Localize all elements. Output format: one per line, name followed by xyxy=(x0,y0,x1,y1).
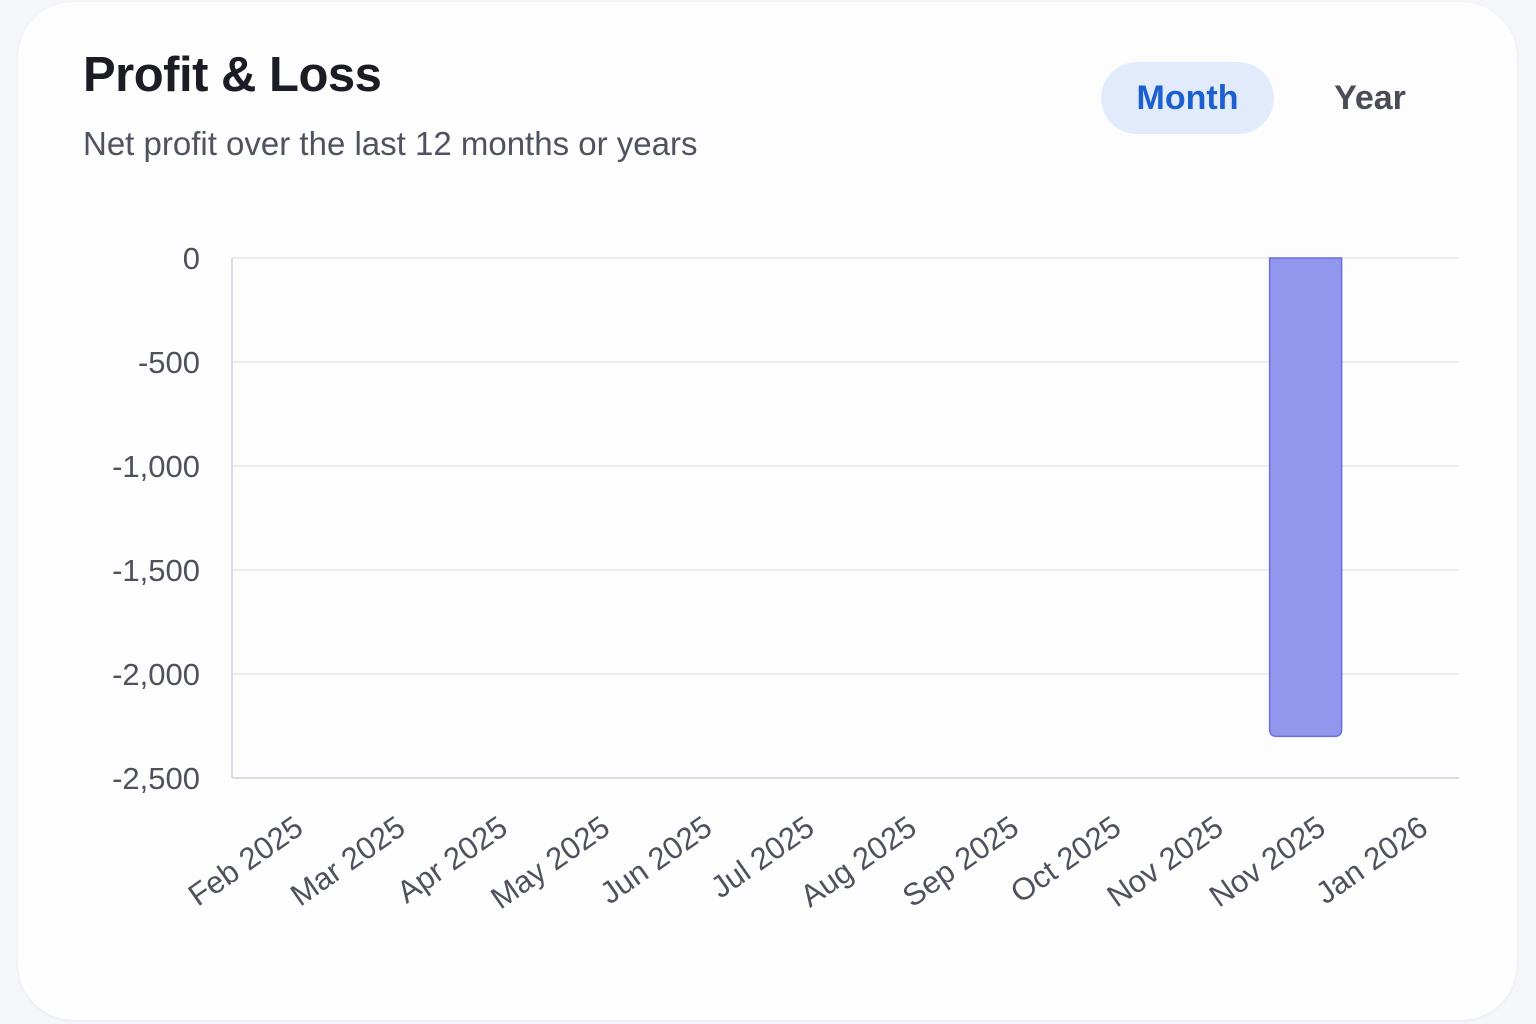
y-tick-label: -500 xyxy=(138,345,200,380)
x-tick-label: Feb 2025 xyxy=(182,809,309,913)
x-tick-label: Nov 2025 xyxy=(1203,809,1332,914)
card-title: Profit & Loss xyxy=(83,48,382,102)
y-tick-label: 0 xyxy=(183,241,200,276)
profit-loss-card: Profit & Loss Net profit over the last 1… xyxy=(18,2,1517,1020)
month-toggle-button[interactable]: Month xyxy=(1101,62,1274,134)
y-tick-label: -1,000 xyxy=(112,449,200,484)
x-tick-label: Sep 2025 xyxy=(896,809,1025,914)
x-tick-label: Aug 2025 xyxy=(794,809,923,914)
x-tick-label: Jan 2026 xyxy=(1309,809,1434,911)
bars xyxy=(1268,257,1343,738)
y-tick-labels: 0 -500 -1,000 -1,500 -2,000 -2,500 xyxy=(112,241,200,796)
x-tick-label: Mar 2025 xyxy=(284,809,411,913)
y-tick-label: -2,500 xyxy=(112,761,200,796)
profit-loss-bar-chart: 0 -500 -1,000 -1,500 -2,000 -2,500 Feb 2025Ma… xyxy=(112,241,1459,916)
bar[interactable] xyxy=(1268,257,1343,738)
y-tick-label: -1,500 xyxy=(112,553,200,588)
x-tick-label: Jun 2025 xyxy=(594,809,719,911)
y-tick-label: -2,000 xyxy=(112,657,200,692)
x-tick-label: Nov 2025 xyxy=(1101,809,1230,914)
axes xyxy=(231,258,1459,779)
card-subtitle: Net profit over the last 12 months or ye… xyxy=(83,125,698,162)
year-toggle-button[interactable]: Year xyxy=(1300,62,1440,134)
